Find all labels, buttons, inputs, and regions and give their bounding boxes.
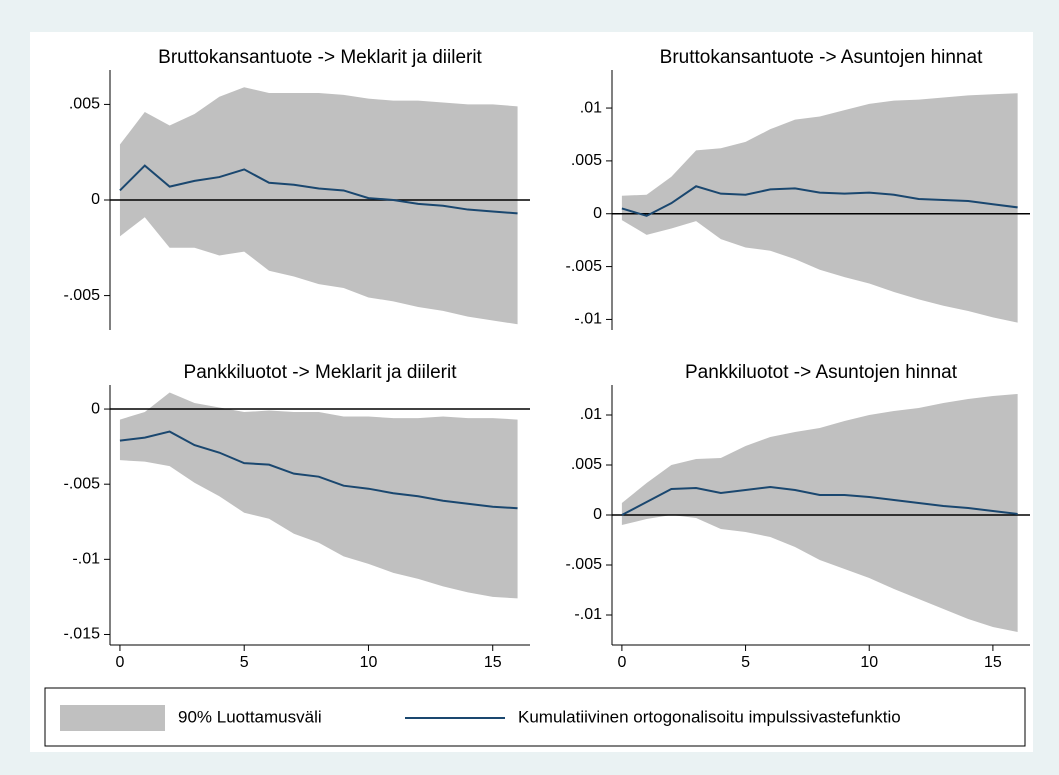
confidence-band (621, 93, 1018, 323)
y-tick-label: .005 (571, 152, 602, 169)
legend-label: Kumulatiivinen ortogonalisoitu impulssiv… (518, 707, 901, 726)
x-tick-label: 5 (240, 654, 249, 671)
confidence-band (119, 87, 518, 325)
y-tick-label: 0 (593, 205, 602, 222)
y-tick-label: -.01 (72, 551, 100, 568)
panel-title: Bruttokansantuote -> Meklarit ja diileri… (158, 47, 482, 68)
y-tick-label: -.015 (64, 626, 101, 643)
irf-line (621, 485, 1018, 516)
y-tick-label: .005 (69, 96, 100, 113)
legend-label: 90% Luottamusväli (178, 707, 322, 726)
y-tick-label: -.005 (566, 556, 603, 573)
panel-title: Bruttokansantuote -> Asuntojen hinnat (660, 47, 983, 68)
y-tick-label: -.005 (64, 475, 101, 492)
x-tick-label: 0 (115, 654, 124, 671)
irf-line (119, 164, 518, 215)
x-tick-label: 10 (860, 654, 878, 671)
y-tick-label: 0 (91, 400, 100, 417)
x-tick-label: 5 (741, 654, 750, 671)
irf-line (119, 430, 518, 510)
y-tick-label: .01 (580, 99, 602, 116)
y-tick-label: .005 (571, 456, 602, 473)
irf-line (621, 185, 1018, 217)
panel-title: Pankkiluotot -> Meklarit ja diilerit (184, 362, 458, 383)
y-tick-label: .01 (580, 406, 602, 423)
legend-box (44, 687, 1026, 747)
x-tick-label: 15 (484, 654, 502, 671)
y-tick-label: 0 (593, 506, 602, 523)
y-tick-label: -.005 (64, 287, 101, 304)
y-tick-label: -.01 (574, 606, 602, 623)
y-tick-label: 0 (91, 191, 100, 208)
x-tick-label: 15 (984, 654, 1002, 671)
legend-swatch (60, 705, 165, 731)
y-tick-label: -.005 (566, 258, 603, 275)
y-tick-label: -.01 (574, 311, 602, 328)
panel-title: Pankkiluotot -> Asuntojen hinnat (685, 362, 958, 383)
x-tick-label: 10 (360, 654, 378, 671)
x-tick-label: 0 (617, 654, 626, 671)
confidence-band (119, 392, 518, 599)
confidence-band (621, 394, 1018, 632)
